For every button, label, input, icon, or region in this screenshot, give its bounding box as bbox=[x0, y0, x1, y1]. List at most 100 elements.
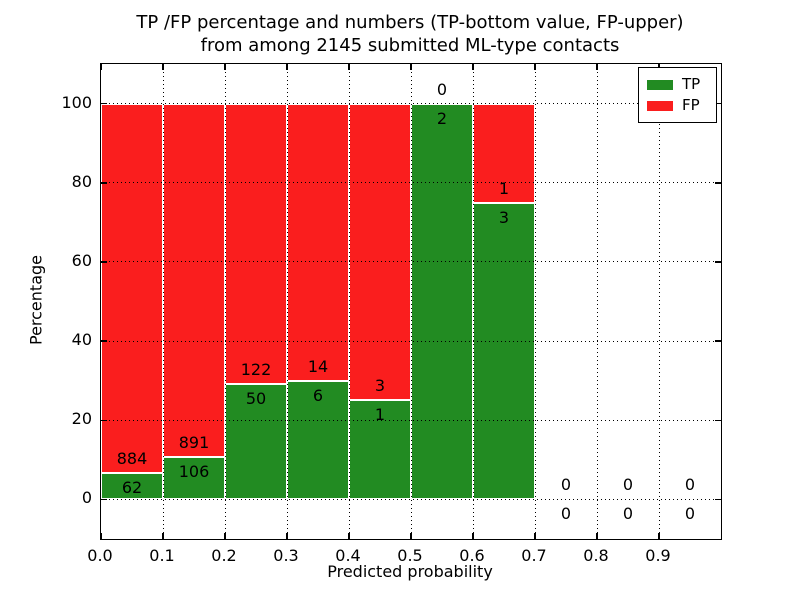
fp-count-label: 1 bbox=[498, 178, 510, 198]
y-tick-label: 100 bbox=[61, 92, 92, 112]
y-tick-mark bbox=[101, 419, 107, 421]
fp-count-label: 0 bbox=[560, 475, 572, 495]
tp-count-label: 50 bbox=[245, 389, 267, 409]
x-tick-label: 0.9 bbox=[645, 546, 671, 565]
y-tick-mark-right bbox=[715, 419, 721, 421]
y-tick-mark-right bbox=[715, 340, 721, 342]
x-tick-mark bbox=[534, 533, 536, 539]
fp-count-label: 14 bbox=[307, 356, 329, 376]
x-tick-mark-top bbox=[224, 64, 226, 70]
x-tick-label: 0.2 bbox=[211, 546, 237, 565]
grid-line-vertical bbox=[224, 64, 226, 539]
x-tick-mark bbox=[472, 533, 474, 539]
y-tick-label: 20 bbox=[71, 409, 92, 429]
x-tick-mark bbox=[286, 533, 288, 539]
fp-count-label: 122 bbox=[240, 360, 272, 380]
x-tick-label: 0.5 bbox=[397, 546, 423, 565]
x-tick-label: 0.0 bbox=[87, 546, 113, 565]
fp-count-label: 0 bbox=[436, 79, 448, 99]
tp-count-label: 106 bbox=[178, 462, 210, 482]
x-tick-mark bbox=[658, 533, 660, 539]
y-tick-mark bbox=[101, 340, 107, 342]
fp-legend-label: FP bbox=[682, 96, 700, 114]
bar-segment-tp bbox=[411, 103, 473, 500]
bar-segment-tp bbox=[287, 380, 349, 500]
legend-entry-fp: FP bbox=[647, 96, 709, 115]
bar-segment-fp bbox=[287, 103, 349, 381]
x-tick-mark bbox=[348, 533, 350, 539]
bar-segment-fp bbox=[101, 103, 163, 474]
x-tick-mark-top bbox=[472, 64, 474, 70]
y-tick-mark bbox=[101, 182, 107, 184]
y-tick-mark-right bbox=[715, 182, 721, 184]
y-tick-mark-right bbox=[715, 261, 721, 263]
grid-line-vertical bbox=[472, 64, 474, 539]
grid-line-vertical bbox=[286, 64, 288, 539]
bar-segment-tp bbox=[473, 202, 535, 500]
x-tick-mark-top bbox=[410, 64, 412, 70]
bar-segment-fp bbox=[163, 103, 225, 458]
chart-title-line2: from among 2145 submitted ML-type contac… bbox=[200, 35, 620, 56]
chart-title: TP /FP percentage and numbers (TP-bottom… bbox=[100, 11, 720, 57]
fp-count-label: 0 bbox=[684, 475, 696, 495]
fp-count-label: 0 bbox=[622, 475, 634, 495]
tp-swatch-icon bbox=[647, 79, 673, 90]
bar-segment-tp bbox=[349, 400, 411, 500]
y-tick-mark bbox=[101, 498, 107, 501]
tp-count-label: 0 bbox=[684, 504, 696, 524]
grid-line-vertical bbox=[596, 64, 598, 539]
bar-segment-fp bbox=[349, 103, 411, 401]
y-tick-mark-right bbox=[715, 102, 721, 105]
bar-segment-tp bbox=[225, 384, 287, 500]
x-tick-mark bbox=[224, 533, 226, 539]
x-tick-mark bbox=[596, 533, 598, 539]
x-tick-label: 0.4 bbox=[335, 546, 361, 565]
x-tick-mark-top bbox=[162, 64, 164, 70]
grid-line-vertical bbox=[534, 64, 536, 539]
tp-count-label: 2 bbox=[436, 108, 448, 128]
grid-line-vertical bbox=[410, 64, 412, 539]
y-tick-mark bbox=[101, 261, 107, 263]
legend-entry-tp: TP bbox=[647, 75, 709, 94]
tp-count-label: 6 bbox=[312, 385, 324, 405]
y-tick-label: 40 bbox=[71, 330, 92, 350]
x-tick-mark bbox=[162, 533, 164, 539]
legend: TP FP bbox=[638, 67, 717, 123]
x-tick-label: 0.8 bbox=[583, 546, 609, 565]
x-tick-label: 0.7 bbox=[521, 546, 547, 565]
y-axis-label: Percentage bbox=[26, 254, 46, 346]
x-tick-mark-top bbox=[534, 64, 536, 70]
fp-swatch-icon bbox=[647, 100, 673, 111]
x-tick-mark-top bbox=[596, 64, 598, 70]
x-tick-label: 0.6 bbox=[459, 546, 485, 565]
plot-area: TP FP 884 62 891 106 122 50 14 6 3 1 0 2 1 3 0 0 0 0 0 0 bbox=[100, 63, 722, 540]
y-tick-mark bbox=[101, 102, 107, 105]
tp-count-label: 62 bbox=[121, 478, 143, 498]
tp-count-label: 1 bbox=[374, 405, 386, 425]
x-tick-mark-top bbox=[348, 64, 350, 70]
x-tick-mark bbox=[410, 533, 412, 539]
tp-count-label: 3 bbox=[498, 207, 510, 227]
y-tick-label: 80 bbox=[71, 171, 92, 191]
x-tick-label: 0.1 bbox=[149, 546, 175, 565]
x-axis-label: Predicted probability bbox=[327, 562, 493, 581]
bar-segment-fp bbox=[225, 103, 287, 385]
grid-line-vertical bbox=[348, 64, 350, 539]
fp-count-label: 891 bbox=[178, 433, 210, 453]
x-tick-mark-top bbox=[286, 64, 288, 70]
x-tick-mark bbox=[100, 533, 102, 539]
fp-count-label: 884 bbox=[116, 449, 148, 469]
x-tick-mark-top bbox=[100, 64, 102, 70]
y-tick-label: 60 bbox=[71, 250, 92, 270]
grid-line-vertical bbox=[658, 64, 660, 539]
grid-line-vertical bbox=[162, 64, 164, 539]
x-tick-label: 0.3 bbox=[273, 546, 299, 565]
y-tick-label: 0 bbox=[81, 488, 92, 508]
chart-title-line1: TP /FP percentage and numbers (TP-bottom… bbox=[136, 12, 684, 33]
fp-count-label: 3 bbox=[374, 376, 386, 396]
tp-count-label: 0 bbox=[560, 504, 572, 524]
tp-legend-label: TP bbox=[682, 75, 701, 93]
y-tick-mark-right bbox=[715, 498, 721, 501]
tp-count-label: 0 bbox=[622, 504, 634, 524]
